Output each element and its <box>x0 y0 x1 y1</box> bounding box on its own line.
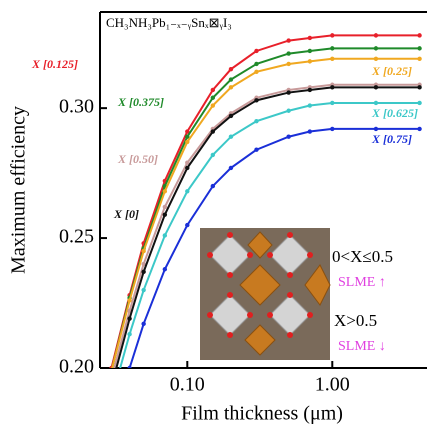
data-point <box>185 166 189 170</box>
data-point <box>185 140 189 144</box>
y-tick-label: 0.30 <box>59 96 94 118</box>
data-point <box>109 368 113 372</box>
y-axis-label: Maximum efficiency <box>8 106 30 274</box>
data-point <box>286 90 290 94</box>
data-point <box>229 114 233 118</box>
data-point <box>163 233 167 237</box>
data-point <box>417 46 421 50</box>
data-point <box>109 376 113 380</box>
data-point <box>417 33 421 37</box>
chart: CH₃NH₃Pb₁₋ₓ₋ᵧSnₓ⊠ᵧI₃ Maximum efficiency … <box>0 0 427 432</box>
data-point <box>308 103 312 107</box>
data-point <box>330 85 334 89</box>
data-point <box>286 109 290 113</box>
x-tick-label: 1.00 <box>315 374 350 396</box>
y-tick-label: 0.25 <box>59 226 94 248</box>
series-label: X [0.125] <box>31 57 78 71</box>
data-point <box>330 101 334 105</box>
annotation: X>0.5 <box>334 311 377 330</box>
data-point <box>127 332 131 336</box>
data-point <box>330 33 334 37</box>
data-point <box>254 49 258 53</box>
data-point <box>254 148 258 152</box>
annotation: SLME ↑ <box>338 275 386 290</box>
data-point <box>229 67 233 71</box>
data-point <box>374 33 378 37</box>
data-point <box>254 119 258 123</box>
data-point <box>185 223 189 227</box>
annotation: 0<X≤0.5 <box>332 247 393 266</box>
data-point <box>374 85 378 89</box>
data-point <box>211 96 215 100</box>
data-point <box>211 88 215 92</box>
data-point <box>163 212 167 216</box>
data-point <box>417 85 421 89</box>
data-point <box>417 127 421 131</box>
data-point <box>229 85 233 89</box>
data-point <box>211 184 215 188</box>
data-point <box>109 423 113 427</box>
data-point <box>374 46 378 50</box>
series-label: X [0.75] <box>371 132 412 146</box>
data-point <box>141 270 145 274</box>
data-point <box>286 62 290 66</box>
data-point <box>308 88 312 92</box>
data-point <box>109 397 113 401</box>
data-point <box>229 166 233 170</box>
data-point <box>163 205 167 209</box>
data-point <box>330 127 334 131</box>
data-point <box>185 189 189 193</box>
data-point <box>109 384 113 388</box>
data-point <box>127 316 131 320</box>
data-point <box>330 46 334 50</box>
data-point <box>254 70 258 74</box>
data-point <box>211 153 215 157</box>
data-point <box>374 101 378 105</box>
data-point <box>374 127 378 131</box>
data-point <box>286 38 290 42</box>
y-tick-label: 0.20 <box>59 356 94 378</box>
data-point <box>254 98 258 102</box>
data-point <box>127 298 131 302</box>
x-axis-label: Film thickness (μm) <box>181 403 343 425</box>
series-label: X [0] <box>113 207 139 221</box>
data-point <box>109 368 113 372</box>
series-label: X [0.25] <box>371 64 412 78</box>
data-point <box>127 366 131 370</box>
x-tick-label: 0.10 <box>170 374 205 396</box>
data-point <box>308 49 312 53</box>
data-point <box>308 129 312 133</box>
data-point <box>211 103 215 107</box>
data-point <box>211 129 215 133</box>
data-point <box>308 36 312 40</box>
data-point <box>229 77 233 81</box>
series-label: X [0.375] <box>117 95 164 109</box>
data-point <box>141 288 145 292</box>
data-point <box>286 51 290 55</box>
data-point <box>330 57 334 61</box>
series-label: X [0.625] <box>371 106 418 120</box>
data-point <box>141 249 145 253</box>
series-label: X [0.50] <box>117 152 158 166</box>
data-point <box>254 62 258 66</box>
data-point <box>374 57 378 61</box>
data-point <box>141 322 145 326</box>
data-point <box>417 57 421 61</box>
annotation: SLME ↓ <box>338 339 386 354</box>
inset <box>200 228 330 360</box>
chart-title: CH₃NH₃Pb₁₋ₓ₋ᵧSnₓ⊠ᵧI₃ <box>106 15 232 31</box>
data-point <box>308 59 312 63</box>
data-point <box>417 101 421 105</box>
data-point <box>286 135 290 139</box>
data-point <box>229 135 233 139</box>
data-point <box>163 267 167 271</box>
data-point <box>163 189 167 193</box>
